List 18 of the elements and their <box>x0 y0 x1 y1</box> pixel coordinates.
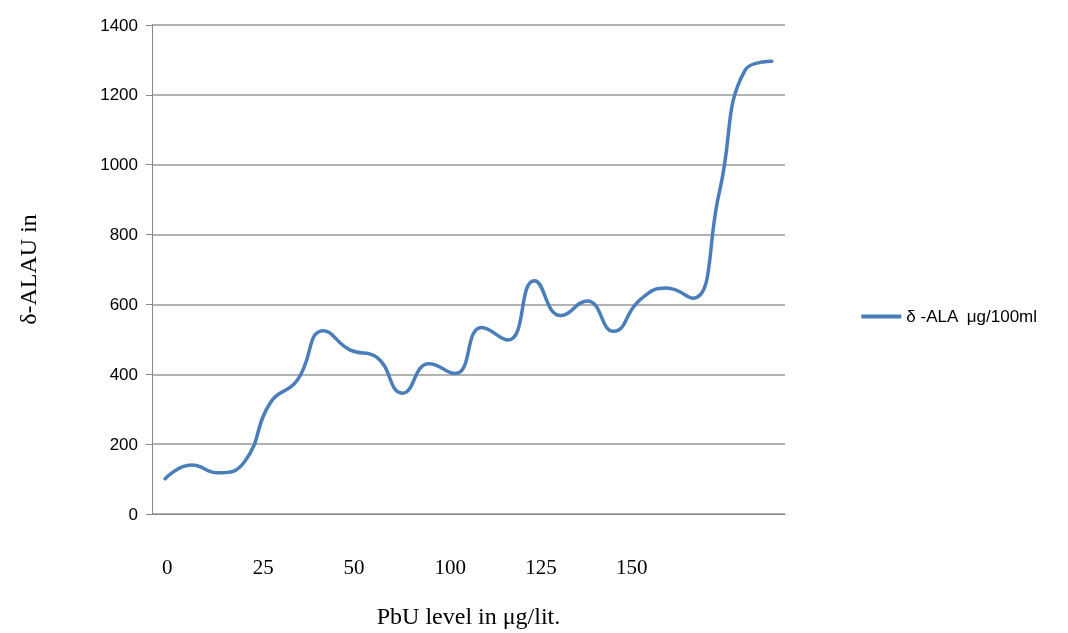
y-tick-label: 400 <box>109 364 138 384</box>
y-tick-label: 1000 <box>100 155 138 175</box>
y-tick-label: 1400 <box>100 15 138 35</box>
text: 150 <box>616 554 648 579</box>
x-axis-title: PbU level in μg/lit. <box>376 603 561 629</box>
text: 50 <box>343 554 365 579</box>
text: 125 <box>525 554 557 579</box>
y-axis-title: δ-ALAU in <box>15 214 41 325</box>
text: 0 <box>162 554 173 579</box>
y-tick-label: 800 <box>109 225 138 245</box>
y-tick-label: 200 <box>109 434 138 454</box>
y-tick-label: 600 <box>109 294 138 314</box>
line-series <box>163 59 774 481</box>
legend-label: δ -ALA μg/100ml <box>906 307 1038 326</box>
text: 100 <box>434 554 466 579</box>
y-tick-label: 1200 <box>100 85 138 105</box>
text: 25 <box>252 554 274 579</box>
y-tick-label: 0 <box>128 504 138 524</box>
